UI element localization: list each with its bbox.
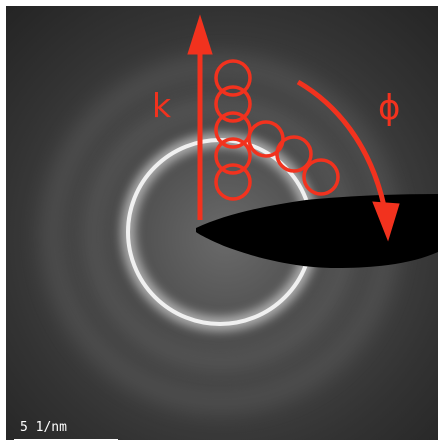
sample-circle <box>275 135 313 173</box>
scale-bar <box>14 439 118 440</box>
sample-circle <box>214 137 252 175</box>
sample-circle <box>214 59 252 97</box>
sample-circle <box>214 85 252 123</box>
phi-arrow-head <box>372 201 400 242</box>
phi-label: ϕ <box>378 88 401 128</box>
diffraction-image: k ϕ 5 1/nm <box>6 6 438 440</box>
diffraction-pattern <box>6 6 438 440</box>
annotation-overlay <box>187 14 400 242</box>
phi-arrow-arc <box>296 79 387 207</box>
sample-circle <box>302 158 340 196</box>
k-label: k <box>152 86 172 125</box>
sample-circle <box>214 163 252 201</box>
k-arrow-head <box>187 14 213 55</box>
scale-bar-label: 5 1/nm <box>20 420 67 435</box>
